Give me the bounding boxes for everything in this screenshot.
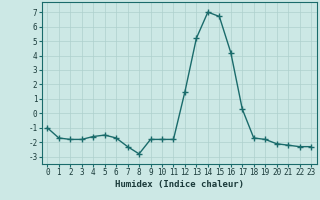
X-axis label: Humidex (Indice chaleur): Humidex (Indice chaleur) (115, 180, 244, 189)
